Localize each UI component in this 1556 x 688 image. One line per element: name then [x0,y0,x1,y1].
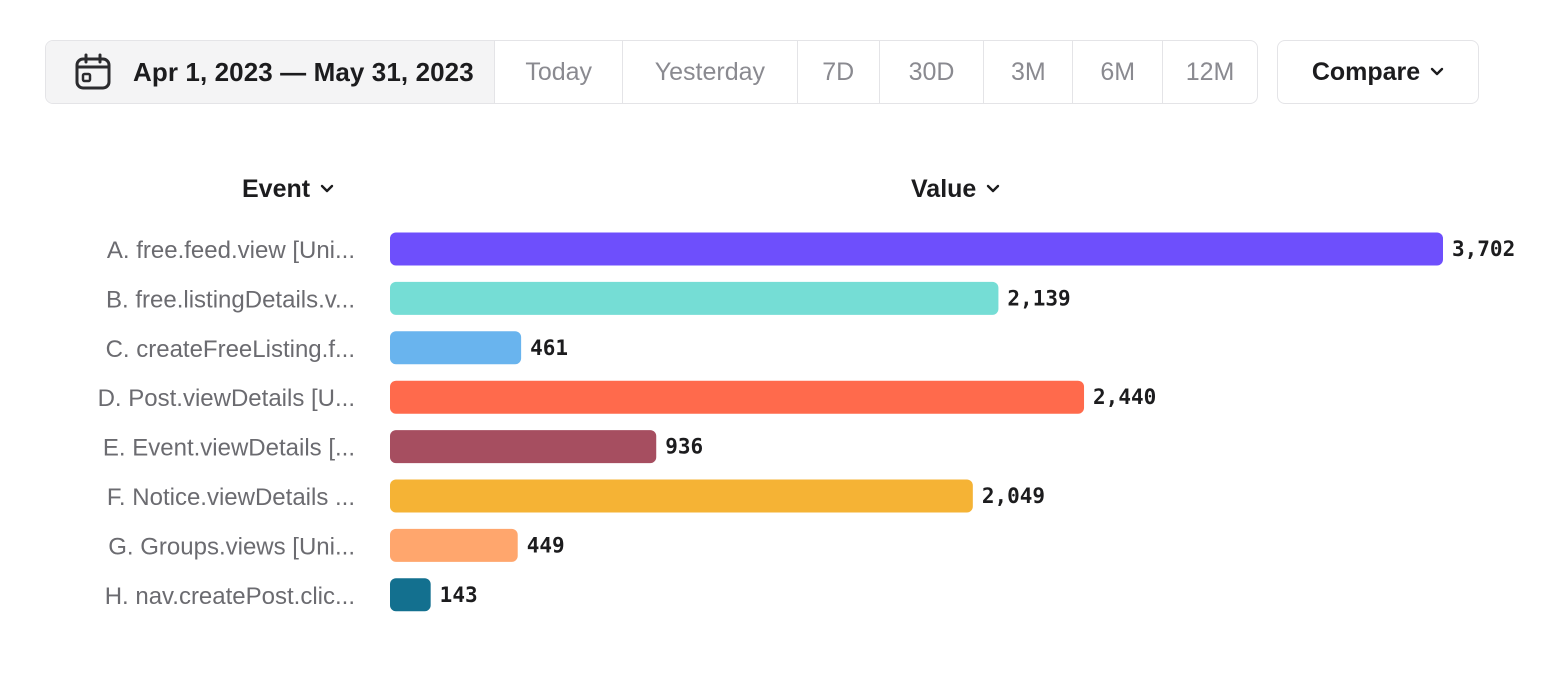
preset-7d[interactable]: 7D [798,41,880,103]
preset-30d[interactable]: 30D [880,41,985,103]
event-label: H. nav.createPost.clic... [105,583,355,610]
value-column-header[interactable]: Value [911,172,1000,206]
calendar-icon [75,53,111,90]
bar[interactable] [390,479,973,513]
preset-6m[interactable]: 6M [1073,41,1164,103]
bar[interactable] [390,528,518,562]
bar[interactable] [390,281,999,315]
value-label: 449 [527,533,565,557]
chevron-down-icon [320,184,334,193]
value-label: 143 [440,583,478,607]
preset-3m[interactable]: 3M [984,41,1074,103]
bar[interactable] [390,430,657,464]
event-label: D. Post.viewDetails [U... [98,385,355,412]
event-label: F. Notice.viewDetails ... [107,484,355,511]
preset-today[interactable]: Today [495,41,624,103]
date-range-picker[interactable]: Apr 1, 2023 — May 31, 2023 [46,41,496,103]
event-label: E. Event.viewDetails [... [103,435,355,462]
chevron-down-icon [1430,67,1444,76]
preset-yesterday[interactable]: Yesterday [623,41,798,103]
bar[interactable] [390,380,1085,414]
preset-12m[interactable]: 12M [1185,57,1235,86]
value-label: 2,049 [982,484,1045,508]
value-label: 2,440 [1093,385,1156,409]
date-range-text: Apr 1, 2023 — May 31, 2023 [133,56,474,87]
date-range-toolbar: Apr 1, 2023 — May 31, 2023 Today Yesterd… [45,40,1258,104]
value-label: 936 [665,435,703,459]
event-column-header[interactable]: Event [242,172,334,206]
value-label: 461 [530,336,568,360]
bar[interactable] [390,331,522,365]
value-column-label: Value [911,174,977,203]
compare-button[interactable]: Compare [1277,40,1479,104]
value-label: 2,139 [1007,286,1070,310]
value-label: 3,702 [1452,237,1515,261]
chevron-down-icon [987,184,1000,193]
compare-label: Compare [1311,57,1421,86]
event-label: B. free.listingDetails.v... [106,286,355,313]
bar[interactable] [390,232,1443,266]
bar[interactable] [390,578,431,612]
event-label: C. createFreeListing.f... [106,336,355,363]
event-label: G. Groups.views [Uni... [108,533,355,560]
event-label: A. free.feed.view [Uni... [107,237,355,264]
event-column-label: Event [242,174,311,203]
